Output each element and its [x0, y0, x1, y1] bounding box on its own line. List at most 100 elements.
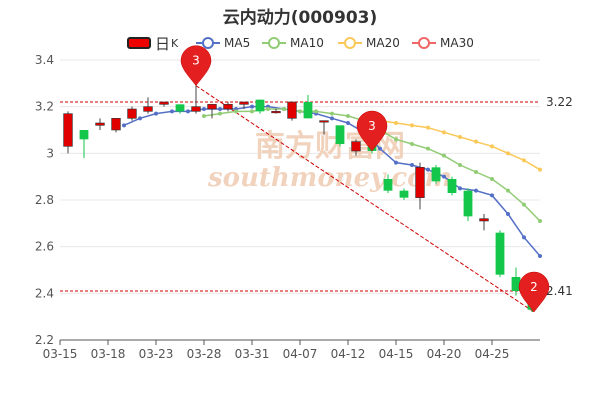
candle-body — [415, 167, 425, 198]
x-tick-label: 04-12 — [331, 347, 366, 361]
y-tick-label: 2.2 — [35, 333, 54, 347]
ma5-point — [186, 109, 190, 114]
legend-item-ma5[interactable]: MA5 — [196, 33, 250, 53]
candle-body — [111, 118, 121, 131]
x-tick-label: 03-31 — [235, 347, 270, 361]
y-tick-label: 3.2 — [35, 100, 54, 114]
ma10-point — [282, 107, 286, 111]
x-tick-label: 03-23 — [139, 347, 174, 361]
ma5-point — [346, 121, 350, 125]
ma5-point — [122, 123, 126, 128]
ma10-point — [218, 111, 222, 116]
y-tick-label: 2.6 — [35, 240, 54, 254]
ma10-point — [538, 219, 542, 223]
ma5-point — [378, 146, 382, 151]
candle-body — [303, 102, 313, 119]
candle-body — [287, 101, 297, 119]
ma10-point — [506, 188, 510, 193]
ma20-point — [458, 135, 462, 139]
markpoint-pin-high — [180, 45, 212, 87]
ma5-point — [218, 107, 222, 111]
ma20-point — [394, 121, 398, 125]
ma10-point — [250, 109, 254, 114]
kline-swatch — [127, 37, 151, 49]
markpoint-label-mid: 3 — [368, 119, 376, 133]
candle-body — [63, 113, 73, 147]
legend-item-ma10[interactable]: MA10 — [262, 33, 324, 53]
candle-body — [351, 141, 361, 152]
candle-body — [463, 190, 473, 217]
ma5-point — [138, 116, 142, 121]
ma20-point — [410, 123, 414, 128]
min-ref-label: 2.41 — [546, 284, 573, 298]
candle-body — [127, 108, 137, 119]
ma5-point — [490, 193, 494, 198]
ma10-point — [410, 142, 414, 146]
kline-label: 日 — [155, 34, 171, 53]
ma10-point — [330, 111, 334, 116]
ma5-point — [410, 163, 414, 167]
y-tick-label: 2.8 — [35, 193, 54, 207]
ma10-point — [490, 177, 494, 181]
candle-body — [399, 190, 409, 198]
candle-body — [479, 218, 489, 222]
ma5-point — [170, 109, 174, 114]
ma5-point — [250, 104, 254, 109]
markpoint-pin-low — [518, 271, 550, 313]
candle-body — [207, 104, 217, 110]
y-tick-label: 3.4 — [35, 53, 54, 67]
ma10-point — [266, 107, 270, 111]
x-tick-label: 04-25 — [475, 347, 510, 361]
ma5-point — [154, 111, 158, 116]
ma20-line — [363, 117, 541, 171]
x-tick-label: 04-20 — [427, 347, 462, 361]
ma5-point — [394, 160, 398, 165]
ma10-point — [474, 170, 478, 174]
candle-body — [79, 130, 89, 140]
ma5-point — [202, 107, 206, 111]
y-tick-label: 2.4 — [35, 286, 54, 300]
ma5-label: MA5 — [224, 36, 251, 50]
x-tick-label: 03-18 — [91, 347, 126, 361]
ma20-point — [506, 151, 510, 156]
candle-body — [383, 179, 393, 191]
ma5-point — [538, 254, 542, 258]
ma10-point — [442, 153, 446, 158]
candle-body — [335, 125, 345, 144]
markpoint-label-low: 2 — [530, 280, 538, 294]
candle-body — [511, 277, 521, 291]
ma5-point — [458, 186, 462, 191]
ma10-point — [458, 163, 462, 167]
candle-body — [495, 232, 505, 275]
markpoint-pin-mid — [356, 110, 388, 152]
trend-line — [195, 85, 535, 313]
candle-body — [159, 101, 169, 105]
ma5-point — [522, 235, 526, 240]
candle-body — [431, 167, 441, 182]
ma20-point — [474, 139, 478, 144]
legend-item-ma20[interactable]: MA20 — [338, 33, 400, 53]
ma5-point — [426, 167, 430, 172]
ma5-point — [330, 116, 334, 121]
ma20-point — [426, 125, 430, 130]
ma10-point — [234, 109, 238, 114]
ma5-point — [474, 188, 478, 193]
ma10-point — [426, 146, 430, 151]
ma10-swatch — [262, 37, 286, 49]
ma10-point — [346, 114, 350, 118]
ma10-point — [394, 137, 398, 142]
max-ref-label: 3.22 — [546, 95, 573, 109]
candle-body — [175, 104, 185, 112]
ma10-label: MA10 — [290, 36, 324, 50]
ma10-point — [202, 114, 206, 118]
candle-body — [271, 111, 281, 114]
ma20-point — [522, 158, 526, 163]
ma20-point — [538, 167, 542, 172]
candle-body — [191, 106, 201, 112]
ma20-point — [442, 130, 446, 135]
y-tick-label: 3 — [46, 146, 54, 160]
x-tick-label: 04-07 — [283, 347, 318, 361]
legend-item-ma30[interactable]: MA30 — [412, 33, 474, 53]
